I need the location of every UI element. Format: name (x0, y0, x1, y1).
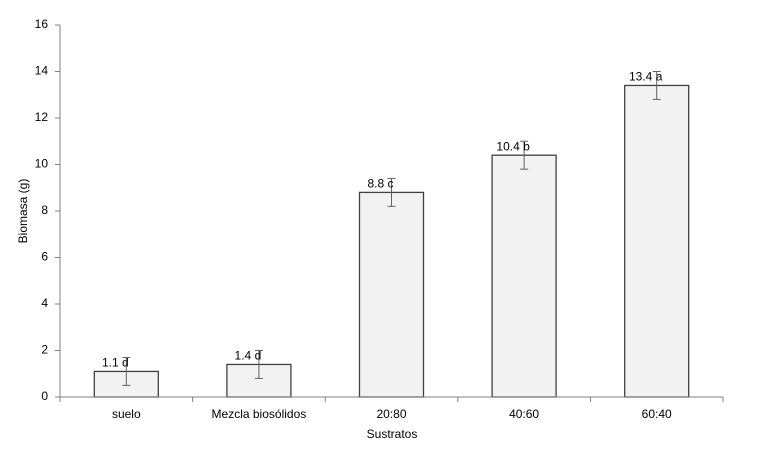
y-tick-label: 4 (41, 296, 48, 310)
x-tick-label: suelo (112, 407, 141, 421)
data-label: 1.1 d (102, 356, 129, 370)
x-axis-title: Sustratos (367, 427, 418, 441)
y-axis-title: Biomasa (g) (16, 179, 30, 244)
data-label: 8.8 c (367, 177, 393, 191)
y-tick-label: 14 (35, 64, 49, 78)
bar (358, 191, 425, 398)
data-label: 13.4 a (629, 70, 663, 84)
bar (624, 84, 690, 398)
bar (491, 154, 557, 398)
y-tick-label: 10 (35, 157, 49, 171)
x-tick-label: 20:80 (376, 407, 406, 421)
data-label: 1.4 d (235, 349, 262, 363)
data-label: 10.4 b (496, 139, 530, 153)
y-tick-label: 8 (41, 203, 48, 217)
y-tick-label: 16 (35, 17, 49, 31)
x-tick-label: 60:40 (642, 407, 672, 421)
y-tick-label: 0 (41, 389, 48, 403)
y-tick-label: 12 (35, 110, 49, 124)
x-tick-label: Mezcla biosólidos (212, 407, 307, 421)
y-tick-label: 6 (41, 250, 48, 264)
x-tick-label: 40:60 (509, 407, 539, 421)
y-tick-label: 2 (41, 343, 48, 357)
